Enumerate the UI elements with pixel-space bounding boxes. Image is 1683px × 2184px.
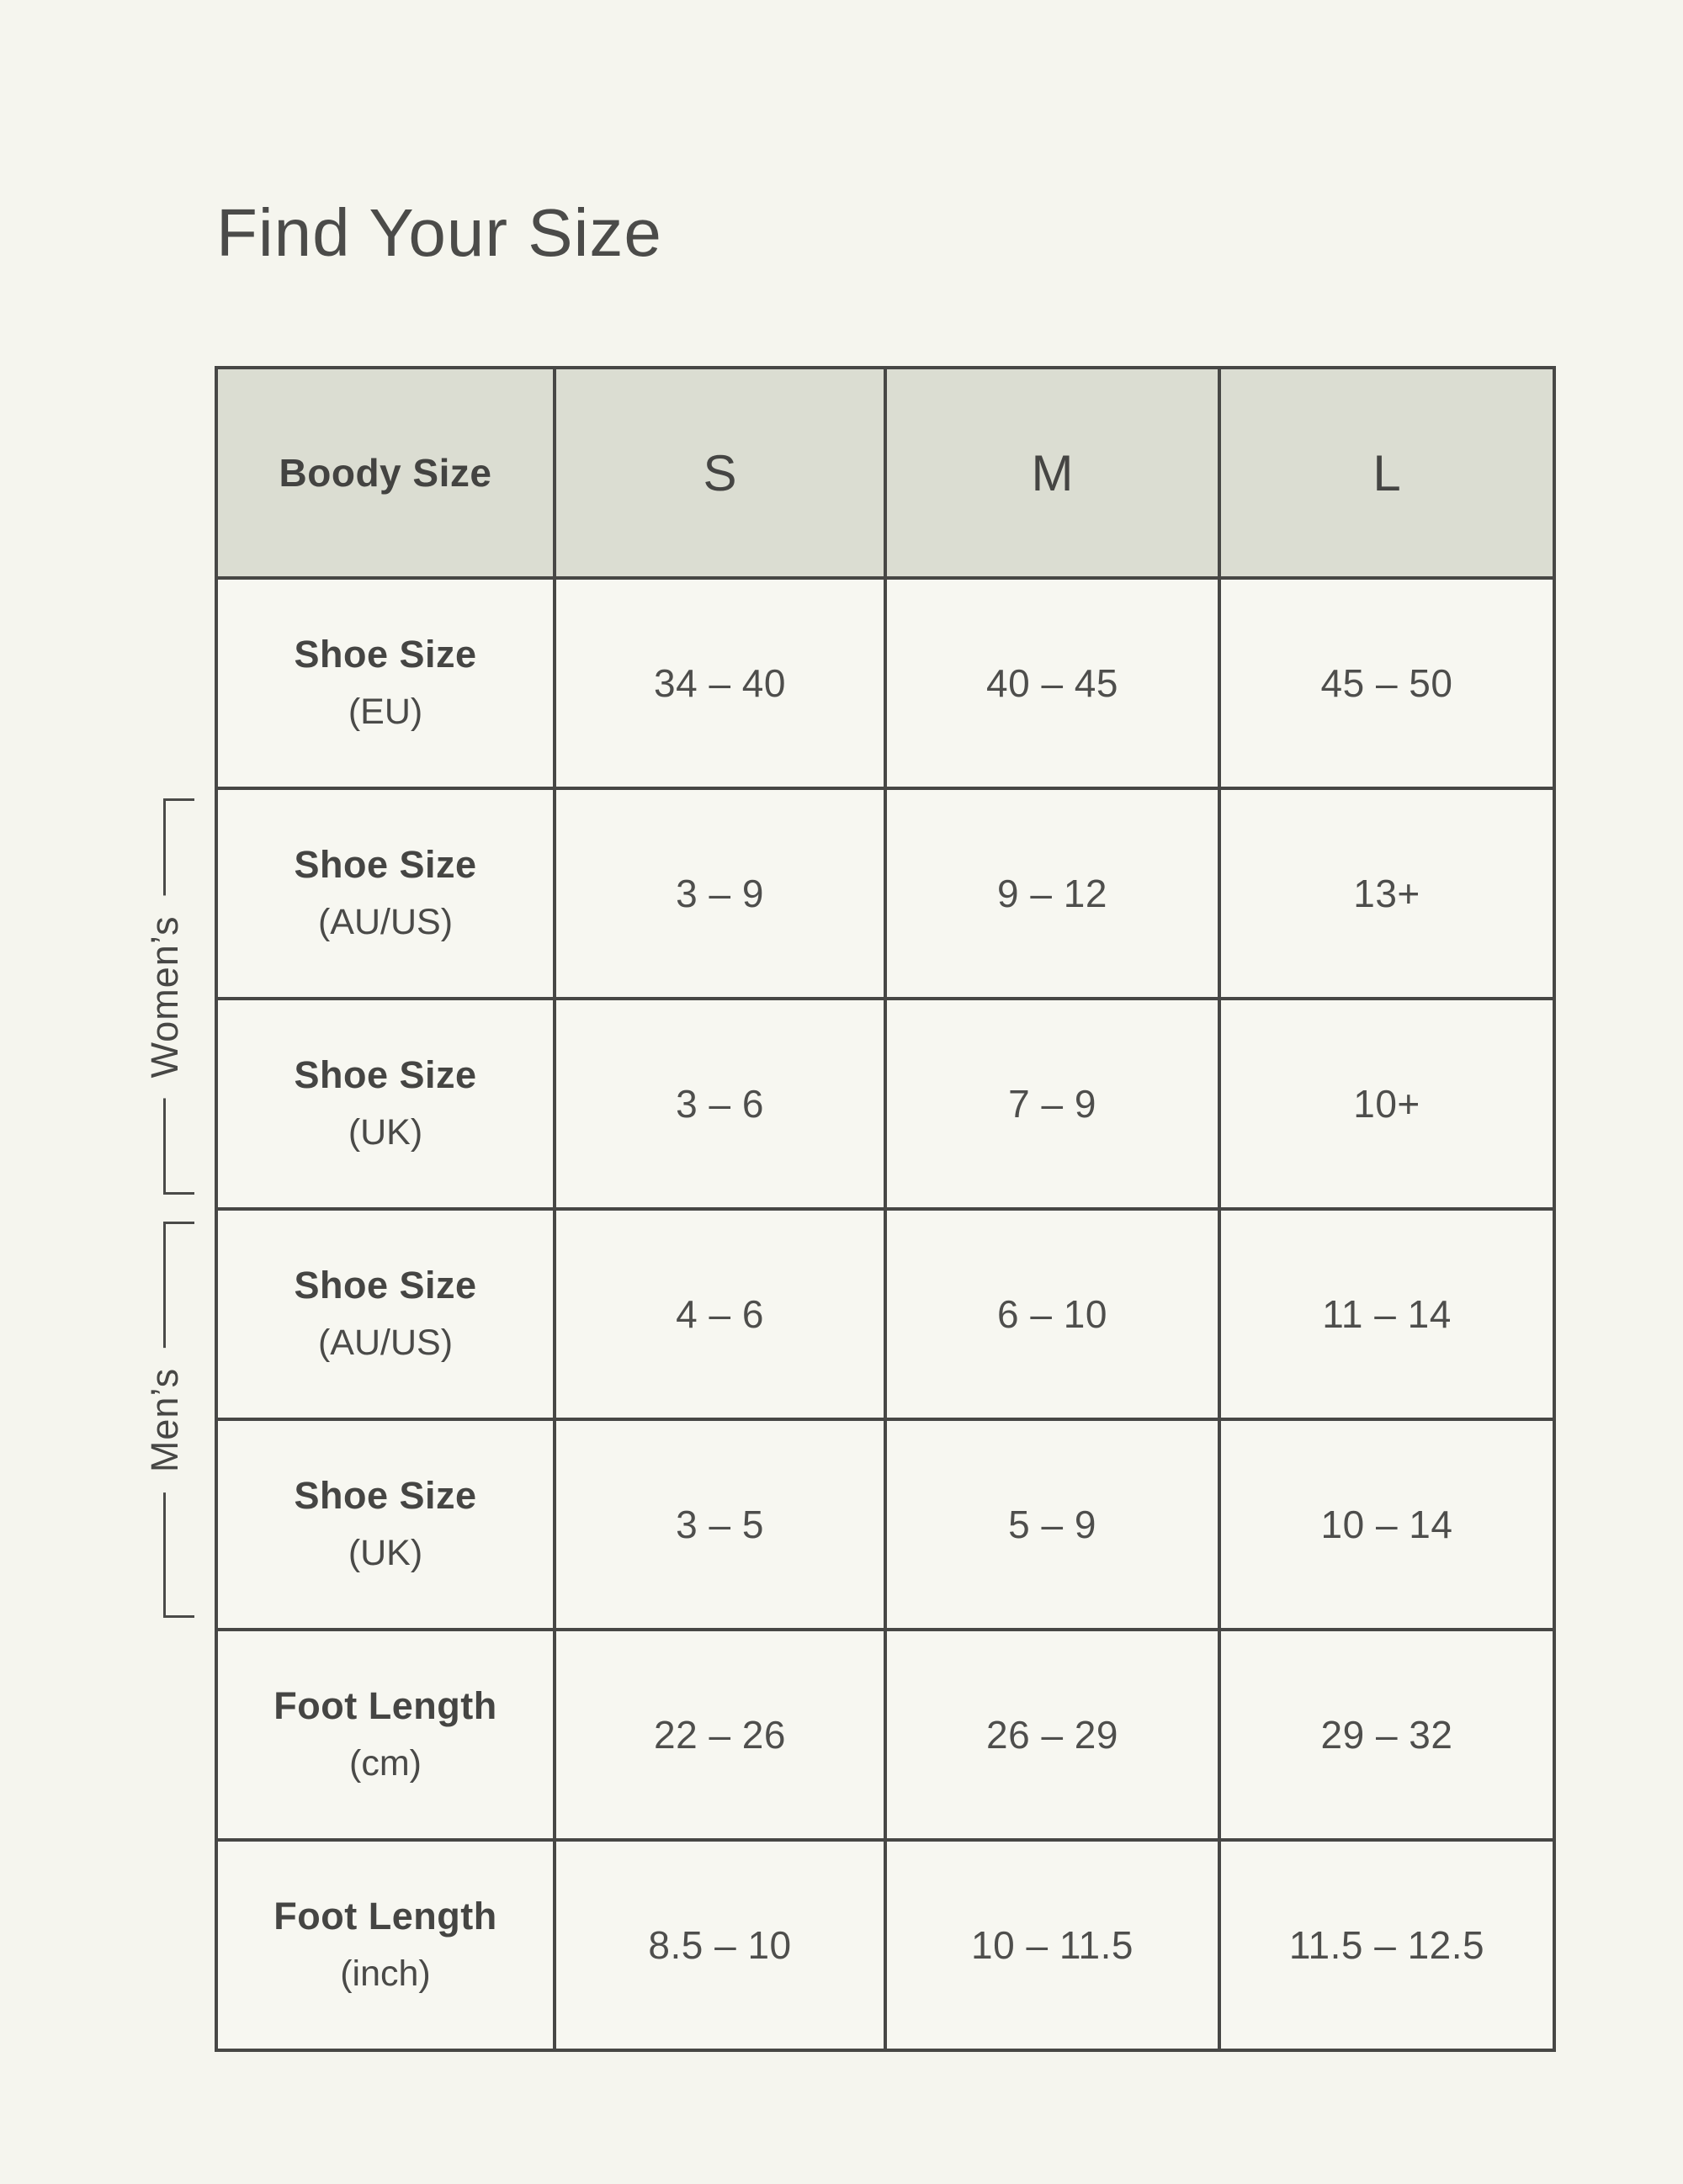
table-row-shoe-size-eu: Shoe Size (EU) 34 – 40 40 – 45 45 – 50 [215, 576, 1556, 790]
row-label-text: Shoe Size [294, 843, 477, 886]
table-row-mens-shoe-size-auus: Shoe Size (AU/US) 4 – 6 6 – 10 11 – 14 [215, 1207, 1556, 1421]
cell-footinch-s: 8.5 – 10 [553, 1838, 887, 2052]
header-size-l: L [1218, 366, 1556, 580]
table-row-mens-shoe-size-uk: Shoe Size (UK) 3 – 5 5 – 9 10 – 14 [215, 1418, 1556, 1631]
cell-eu-m: 40 – 45 [884, 576, 1221, 790]
row-label-text: Shoe Size [294, 633, 477, 676]
row-unit-text: (AU/US) [317, 902, 454, 942]
header-row: Boody Size S M L [215, 366, 1556, 580]
row-label-text: Foot Length [273, 1895, 497, 1938]
table-row-foot-length-inch: Foot Length (inch) 8.5 – 10 10 – 11.5 11… [215, 1838, 1556, 2052]
size-chart: Boody Size S M L Shoe Size (EU) 34 – 40 … [215, 366, 1556, 2052]
row-unit-text: (AU/US) [317, 1323, 454, 1363]
table-row-womens-shoe-size-auus: Shoe Size (AU/US) 3 – 9 9 – 12 13+ [215, 787, 1556, 1000]
cell-footcm-m: 26 – 29 [884, 1628, 1221, 1842]
table-row-womens-shoe-size-uk: Shoe Size (UK) 3 – 6 7 – 9 10+ [215, 997, 1556, 1211]
cell-mens-auus-l: 11 – 14 [1218, 1207, 1556, 1421]
row-unit-text: (UK) [348, 1533, 423, 1573]
cell-footinch-l: 11.5 – 12.5 [1218, 1838, 1556, 2052]
row-label-mens-uk: Shoe Size (UK) [215, 1418, 556, 1631]
header-boody-size: Boody Size [215, 366, 556, 580]
page-title: Find Your Size [216, 194, 662, 270]
row-label-text: Foot Length [273, 1684, 497, 1727]
row-unit-text: (UK) [348, 1112, 423, 1153]
womens-group-label: Women’s [135, 895, 194, 1098]
cell-eu-s: 34 – 40 [553, 576, 887, 790]
row-label-shoe-size-eu: Shoe Size (EU) [215, 576, 556, 790]
cell-footinch-m: 10 – 11.5 [884, 1838, 1221, 2052]
cell-womens-auus-m: 9 – 12 [884, 787, 1221, 1000]
cell-womens-uk-s: 3 – 6 [553, 997, 887, 1211]
cell-womens-uk-l: 10+ [1218, 997, 1556, 1211]
cell-womens-auus-s: 3 – 9 [553, 787, 887, 1000]
header-size-s: S [553, 366, 887, 580]
row-label-text: Shoe Size [294, 1474, 477, 1517]
row-label-mens-auus: Shoe Size (AU/US) [215, 1207, 556, 1421]
row-label-foot-length-cm: Foot Length (cm) [215, 1628, 556, 1842]
row-label-womens-auus: Shoe Size (AU/US) [215, 787, 556, 1000]
cell-mens-auus-s: 4 – 6 [553, 1207, 887, 1421]
size-table: Boody Size S M L Shoe Size (EU) 34 – 40 … [215, 366, 1556, 2052]
cell-footcm-s: 22 – 26 [553, 1628, 887, 1842]
table-row-foot-length-cm: Foot Length (cm) 22 – 26 26 – 29 29 – 32 [215, 1628, 1556, 1842]
cell-mens-uk-l: 10 – 14 [1218, 1418, 1556, 1631]
cell-womens-auus-l: 13+ [1218, 787, 1556, 1000]
row-label-womens-uk: Shoe Size (UK) [215, 997, 556, 1211]
womens-group-bracket: Women’s [135, 798, 194, 1195]
row-label-text: Shoe Size [294, 1264, 477, 1307]
cell-eu-l: 45 – 50 [1218, 576, 1556, 790]
row-unit-text: (inch) [340, 1953, 431, 1994]
row-unit-text: (EU) [348, 692, 423, 732]
mens-group-label: Men’s [135, 1347, 194, 1492]
row-label-foot-length-inch: Foot Length (inch) [215, 1838, 556, 2052]
cell-footcm-l: 29 – 32 [1218, 1628, 1556, 1842]
cell-womens-uk-m: 7 – 9 [884, 997, 1221, 1211]
cell-mens-uk-s: 3 – 5 [553, 1418, 887, 1631]
header-size-m: M [884, 366, 1221, 580]
row-unit-text: (cm) [349, 1743, 422, 1784]
cell-mens-uk-m: 5 – 9 [884, 1418, 1221, 1631]
mens-group-bracket: Men’s [135, 1222, 194, 1618]
cell-mens-auus-m: 6 – 10 [884, 1207, 1221, 1421]
row-label-text: Shoe Size [294, 1053, 477, 1096]
